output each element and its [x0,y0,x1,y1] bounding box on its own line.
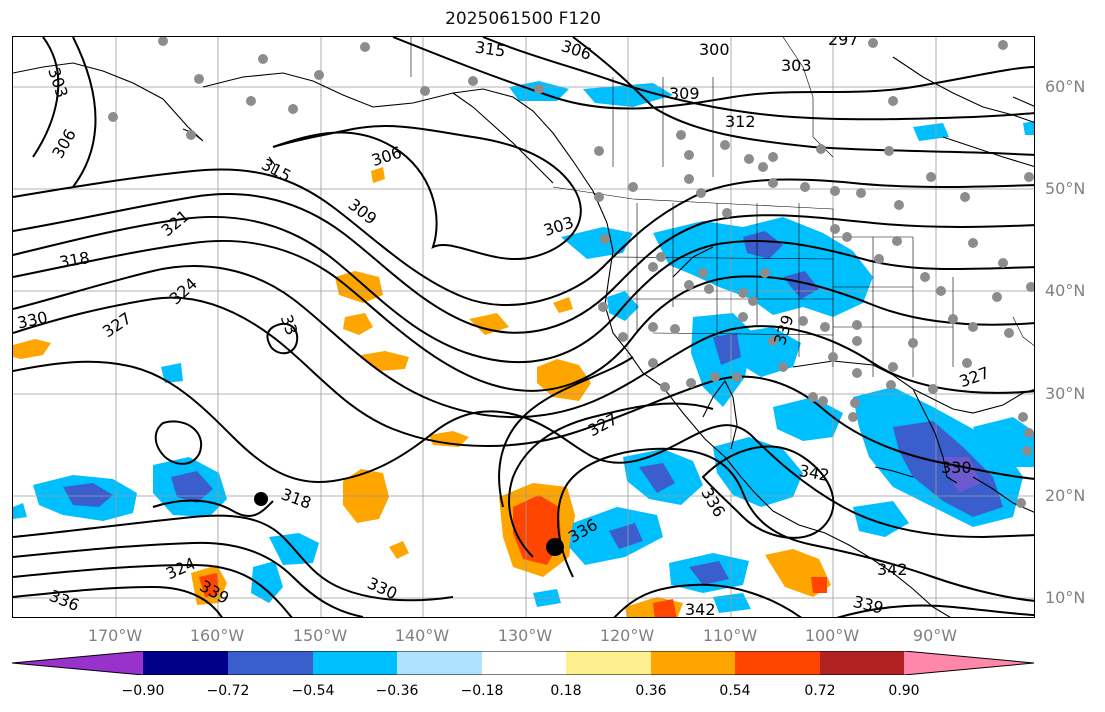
contour-label: 303 [44,65,72,100]
colorbar-tick: 0.72 [804,683,836,699]
colorbar-tick: −0.54 [291,683,335,699]
lon-label: 170°W [87,626,143,645]
political-borders [410,37,1034,377]
station-markers [108,37,1034,508]
lat-label: 60°N [1045,77,1086,96]
contour-label: 324 [166,274,201,309]
lat-label: 10°N [1045,588,1086,607]
contour-label: 315 [474,38,507,61]
lat-label: 30°N [1045,384,1086,403]
contour-label: 312 [725,112,756,131]
colorbar-tick: 0.54 [719,683,751,699]
lat-label: 50°N [1045,179,1086,198]
colorbar-segment [482,651,566,675]
contour-label: 342 [877,560,908,579]
contour-label: 336 [697,484,729,520]
coastlines [13,56,1034,617]
height-contours [13,37,1034,617]
contour-label: 330 [941,458,972,477]
colorbar-segment [313,651,397,675]
map-canvas: 315 306 300 297 303 309 312 303 306 306 … [13,37,1034,618]
lon-label: 150°W [292,626,348,645]
colorbar [12,651,1035,675]
contour-label: 306 [48,126,80,162]
page-title: 2025061500 F120 [445,9,601,29]
contour-label: 303 [781,56,812,75]
colorbar-segment [228,651,313,675]
colorbar-tick: −0.36 [375,683,419,699]
lat-label: 40°N [1045,281,1086,300]
lon-label: 140°W [394,626,450,645]
colorbar-tick: −0.18 [460,683,504,699]
contour-label: 306 [369,143,404,171]
contour-label: 300 [699,40,730,59]
colorbar-segment [143,651,228,675]
contour-label: 327 [99,309,135,342]
colorbar-segment [820,651,904,675]
contour-label: 330 [16,308,50,333]
colorbar-tick: 0.36 [635,683,667,699]
colorbar-segment [566,651,651,675]
lon-label: 90°W [912,626,958,645]
contour-label: 318 [279,484,314,512]
shading-layer [13,81,1034,617]
colorbar-tick: 0.90 [888,683,920,699]
contour-label: 309 [345,195,381,229]
lon-label: 120°W [599,626,655,645]
colorbar-segment [735,651,820,675]
contour-label: 327 [957,363,992,391]
lon-label: 100°W [804,626,860,645]
lon-label: 130°W [497,626,553,645]
colorbar-segment [12,651,143,675]
center-marker [254,492,268,506]
colorbar-tick: −0.90 [121,683,165,699]
contour-label: 342 [685,600,716,618]
lon-label: 110°W [702,626,758,645]
contour-label: 297 [828,37,859,49]
colorbar-tick: 0.18 [550,683,582,699]
contour-label: 306 [559,37,594,64]
map-panel: 315 306 300 297 303 309 312 303 306 306 … [12,36,1035,618]
colorbar-segment [397,651,482,675]
contour-label: 318 [58,248,91,272]
colorbar-segment [904,651,1034,675]
colorbar-tick: −0.72 [206,683,250,699]
center-marker [546,538,564,556]
lon-label: 160°W [189,626,245,645]
contour-label: 309 [669,84,700,103]
contour-label: 321 [157,206,193,240]
colorbar-segment [651,651,735,675]
lat-label: 20°N [1045,486,1086,505]
contour-label: 327 [585,409,621,440]
